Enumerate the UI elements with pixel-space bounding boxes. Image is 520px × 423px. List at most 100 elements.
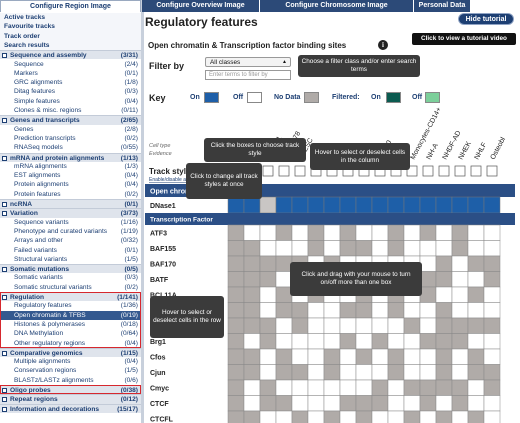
- cell: [243, 317, 261, 334]
- sidebar-item[interactable]: Protein alignments (0/4): [0, 180, 141, 190]
- sidebar-section[interactable]: Variation (3/73): [0, 208, 141, 218]
- item-count: (0/64): [120, 330, 138, 338]
- item-count: (0/2): [124, 190, 138, 198]
- filter-select[interactable]: All classes ▲: [205, 57, 291, 67]
- sidebar-item[interactable]: BLASTz/LASTz alignments (0/6): [0, 375, 141, 385]
- sidebar-item[interactable]: Conservation regions (1/5): [0, 366, 141, 376]
- tab[interactable]: Configure Overview Image: [142, 0, 259, 12]
- sidebar-item[interactable]: Structural variants (1/5): [0, 254, 141, 265]
- item-count: (0/19): [120, 311, 138, 319]
- cell: [323, 410, 341, 423]
- sidebar-section[interactable]: ncRNA (0/1): [0, 199, 141, 209]
- cell: [403, 333, 421, 350]
- sidebar-item[interactable]: Somatic variants (0/3): [0, 273, 141, 283]
- sidebar-item[interactable]: Clones & misc. regions (0/11): [0, 106, 141, 116]
- sidebar-section[interactable]: Repeat regions (0/12): [0, 394, 141, 404]
- sidebar-item[interactable]: Failed variants (0/1): [0, 245, 141, 255]
- cell: [307, 364, 325, 381]
- key-on-label: On: [190, 94, 200, 101]
- key-nodata-label: No Data: [274, 94, 301, 101]
- item-label: Other regulatory regions: [14, 339, 86, 347]
- sidebar-item[interactable]: Regulatory features (1/36): [0, 301, 141, 311]
- cell: [387, 302, 405, 319]
- section-count: (0/12): [120, 396, 138, 404]
- sidebar-item[interactable]: Markers (0/1): [0, 68, 141, 79]
- row-label: BAF170: [150, 262, 176, 269]
- cell: [435, 348, 453, 365]
- sidebar-item[interactable]: Genes (2/8): [0, 124, 141, 134]
- cell: [291, 302, 309, 319]
- cell: [371, 395, 389, 412]
- column-label: NHEK: [458, 140, 473, 161]
- sidebar-item[interactable]: Ditag features (0/3): [0, 87, 141, 97]
- sidebar-link[interactable]: Favourite tracks: [0, 22, 141, 32]
- column-label: Monocytes-CD14+: [410, 106, 443, 161]
- sidebar-section[interactable]: Genes and transcripts (2/65): [0, 115, 141, 125]
- sidebar-item[interactable]: Phenotype and curated variants (1/19): [0, 226, 141, 237]
- sidebar-item[interactable]: DNA Methylation (0/64): [0, 329, 141, 339]
- sidebar-section[interactable]: Sequence and assembly (3/31): [0, 50, 141, 60]
- cell: [403, 364, 421, 381]
- cell: [227, 333, 245, 350]
- track-style-box: [454, 165, 466, 177]
- item-label: Protein alignments: [14, 181, 69, 189]
- section-count: (3/31): [120, 52, 138, 60]
- sidebar-item[interactable]: EST alignments (0/4): [0, 171, 141, 181]
- tutorial-tooltip: Click and drag with your mouse to turn o…: [290, 262, 422, 296]
- sidebar-item[interactable]: Prediction transcripts (0/2): [0, 133, 141, 144]
- cell: [339, 348, 357, 365]
- sidebar-item[interactable]: Simple features (0/4): [0, 96, 141, 106]
- sidebar-section[interactable]: mRNA and protein alignments (1/13): [0, 152, 141, 162]
- item-count: (1/19): [120, 227, 138, 235]
- tutorial-video-link[interactable]: Click to view a tutorial video: [412, 33, 516, 45]
- cell: [259, 224, 277, 241]
- cell: [371, 302, 389, 319]
- sidebar-item[interactable]: Other regulatory regions (0/4): [0, 338, 141, 348]
- sidebar-item[interactable]: Arrays and other (0/32): [0, 236, 141, 246]
- item-count: (0/2): [124, 283, 138, 291]
- sidebar-item[interactable]: Somatic structural variants (0/2): [0, 282, 141, 292]
- hide-tutorial-button[interactable]: Hide tutorial: [458, 13, 514, 25]
- cell: [483, 302, 501, 319]
- tab[interactable]: Configure Chromosome Image: [260, 0, 413, 12]
- sidebar-link[interactable]: Track order: [0, 31, 141, 41]
- cell: [419, 410, 437, 423]
- sidebar-item[interactable]: Multiple alignments (0/4): [0, 357, 141, 367]
- cell: [419, 395, 437, 412]
- sidebar-item[interactable]: GRC alignments (1/8): [0, 78, 141, 88]
- item-label: Prediction transcripts: [14, 134, 76, 142]
- sidebar-section[interactable]: Somatic mutations (0/5): [0, 264, 141, 274]
- info-icon[interactable]: i: [378, 40, 388, 50]
- sidebar-section[interactable]: Information and decorations (15/17): [0, 403, 141, 413]
- tab[interactable]: Personal Data: [414, 0, 470, 12]
- cell: [451, 196, 469, 214]
- sidebar-section[interactable]: Comparative genomics (1/15): [0, 347, 141, 358]
- section-count: (15/17): [117, 405, 138, 413]
- cell: [467, 364, 485, 381]
- sidebar-link[interactable]: Active tracks: [0, 13, 141, 23]
- cell: [371, 240, 389, 257]
- cell: [291, 224, 309, 241]
- sidebar-link[interactable]: Search results: [0, 40, 141, 51]
- tab[interactable]: Configure Region Image: [0, 0, 141, 12]
- cell: [243, 410, 261, 423]
- sidebar-item[interactable]: Protein features (0/2): [0, 189, 141, 199]
- track-style-box: [470, 165, 482, 177]
- cell: [243, 302, 261, 319]
- sidebar-item[interactable]: RNASeq models (0/55): [0, 143, 141, 153]
- track-style-label: Track style:: [149, 167, 193, 176]
- cell: [339, 317, 357, 334]
- cell: [275, 410, 293, 423]
- sidebar-item[interactable]: Sequence variants (1/16): [0, 217, 141, 227]
- sidebar-item[interactable]: mRNA alignments (1/3): [0, 161, 141, 172]
- cell: [227, 240, 245, 257]
- filter-input[interactable]: Enter terms to filter by: [205, 70, 291, 80]
- cell: [467, 302, 485, 319]
- cell: [259, 317, 277, 334]
- cell: [451, 286, 469, 303]
- cell: [259, 255, 277, 272]
- sidebar-item[interactable]: Sequence (2/4): [0, 59, 141, 69]
- sidebar-item[interactable]: Open chromatin & TFBS (0/19): [0, 310, 141, 320]
- sidebar-item[interactable]: Histones & polymerases (0/18): [0, 319, 141, 330]
- cell: [243, 255, 261, 272]
